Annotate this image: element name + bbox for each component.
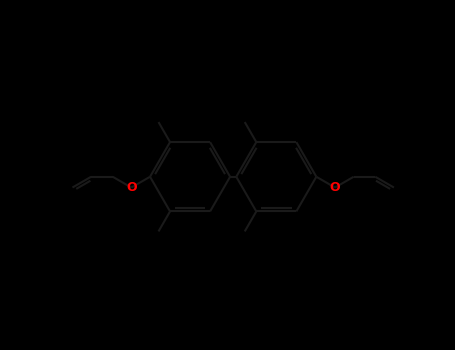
Text: O: O <box>126 181 136 194</box>
Text: O: O <box>330 181 340 194</box>
